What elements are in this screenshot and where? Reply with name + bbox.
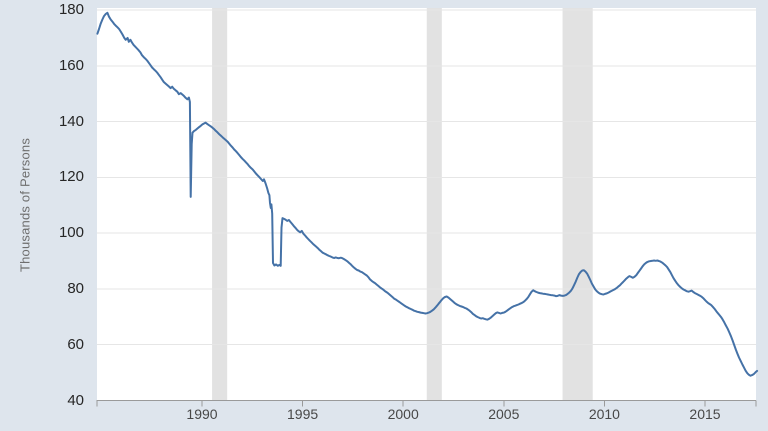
data-series-line bbox=[96, 11, 759, 377]
x-tick-label: 2015 bbox=[689, 406, 721, 422]
recession-band bbox=[426, 8, 442, 401]
x-tick-label: 2000 bbox=[387, 406, 419, 422]
y-tick-label: 140 bbox=[58, 112, 84, 130]
y-tick-label: 80 bbox=[67, 279, 84, 297]
y-tick-label: 60 bbox=[67, 335, 84, 353]
x-tick-label: 1990 bbox=[186, 406, 218, 422]
plot-background bbox=[97, 8, 756, 401]
x-tick-label: 2010 bbox=[588, 406, 620, 422]
x-tick-label: 1995 bbox=[287, 406, 319, 422]
x-tick-label: 2005 bbox=[488, 406, 520, 422]
recession-band bbox=[212, 8, 228, 401]
y-axis-title: Thousands of Persons bbox=[17, 137, 33, 273]
y-tick-label: 160 bbox=[58, 56, 84, 74]
y-tick-label: 180 bbox=[58, 1, 84, 18]
y-tick-label: 120 bbox=[58, 168, 84, 186]
y-tick-label: 40 bbox=[67, 391, 84, 409]
recession-band bbox=[562, 8, 593, 401]
y-tick-label: 100 bbox=[58, 224, 84, 242]
